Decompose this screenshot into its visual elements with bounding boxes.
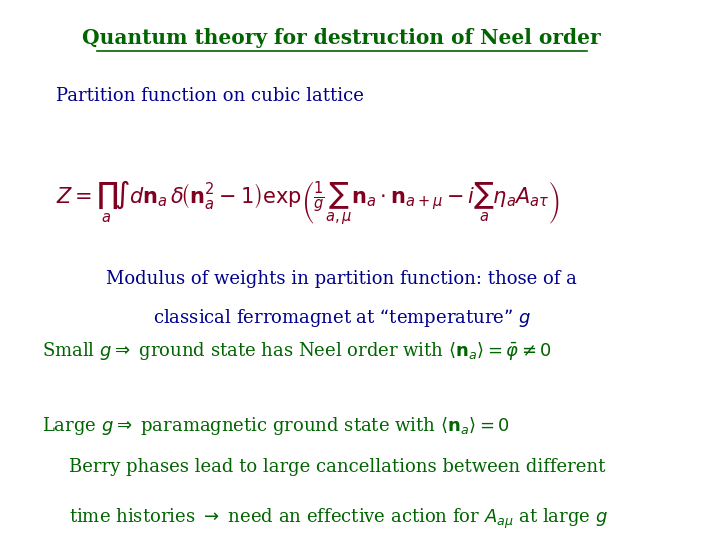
Text: classical ferromagnet at “temperature” $g$: classical ferromagnet at “temperature” $… xyxy=(153,307,531,328)
Text: Berry phases lead to large cancellations between different: Berry phases lead to large cancellations… xyxy=(69,458,606,476)
Text: Modulus of weights in partition function: those of a: Modulus of weights in partition function… xyxy=(107,270,577,288)
Text: Partition function on cubic lattice: Partition function on cubic lattice xyxy=(56,87,364,105)
Text: Quantum theory for destruction of Neel order: Quantum theory for destruction of Neel o… xyxy=(82,28,601,48)
Text: $Z = \prod_a \int d\mathbf{n}_a\, \delta\!\left(\mathbf{n}_a^2 - 1\right)\exp\!\: $Z = \prod_a \int d\mathbf{n}_a\, \delta… xyxy=(56,179,559,227)
Text: time histories $\rightarrow$ need an effective action for $A_{a\mu}$ at large $g: time histories $\rightarrow$ need an eff… xyxy=(69,507,608,531)
Text: Large $g \Rightarrow$ paramagnetic ground state with $\langle \mathbf{n}_a \rang: Large $g \Rightarrow$ paramagnetic groun… xyxy=(42,415,510,437)
Text: Small $g \Rightarrow$ ground state has Neel order with $\langle \mathbf{n}_a \ra: Small $g \Rightarrow$ ground state has N… xyxy=(42,340,552,362)
